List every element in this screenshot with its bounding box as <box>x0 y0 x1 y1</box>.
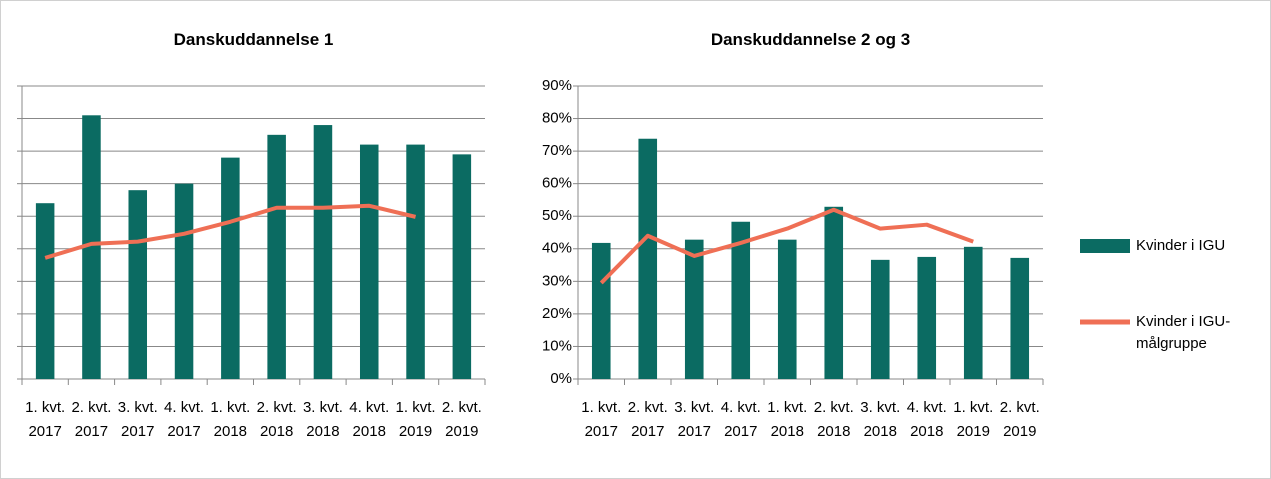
legend-entry: Kvinder i IGU <box>1136 237 1226 254</box>
y-tick-label: 50% <box>542 207 572 224</box>
chart-title: Danskuddannelse 1 <box>173 30 334 49</box>
bar <box>684 239 704 379</box>
x-tick-label: 2. kvt. 2017 <box>71 399 112 440</box>
x-tick-label: 1. kvt. 2019 <box>953 399 994 440</box>
bar <box>777 239 797 379</box>
bar <box>917 256 937 379</box>
y-tick-label: 30% <box>542 272 572 289</box>
x-tick-label: 3. kvt. 2017 <box>674 399 715 440</box>
bar <box>963 246 983 379</box>
bar <box>591 242 611 379</box>
bar <box>406 144 425 379</box>
x-tick-label: 4. kvt. 2017 <box>720 399 761 440</box>
x-tick-label: 3. kvt. 2017 <box>117 399 158 440</box>
bar <box>82 115 101 380</box>
x-tick-label: 4. kvt. 2018 <box>906 399 947 440</box>
y-tick-label: 40% <box>542 240 572 257</box>
x-tick-label: 4. kvt. 2018 <box>349 399 390 440</box>
x-tick-label: 1. kvt. 2017 <box>25 399 66 440</box>
bar <box>824 206 844 379</box>
x-tick-label: 2. kvt. 2018 <box>813 399 854 440</box>
bar <box>313 125 333 379</box>
y-tick-label: 0% <box>550 370 572 387</box>
bar <box>731 221 751 379</box>
bar <box>638 138 658 379</box>
y-tick-label: 20% <box>542 305 572 322</box>
chart-title: Danskuddannelse 2 og 3 <box>710 30 911 49</box>
x-tick-label: 4. kvt. 2017 <box>164 399 205 440</box>
x-tick-label: 1. kvt. 2019 <box>395 399 436 440</box>
bar <box>267 134 286 379</box>
legend-entry: Kvinder i IGU-målgruppe <box>1136 313 1231 352</box>
x-tick-label: 2. kvt. 2019 <box>999 399 1040 440</box>
y-tick-label: 10% <box>542 337 572 354</box>
y-tick-label: 70% <box>542 142 572 159</box>
bar <box>452 154 472 379</box>
y-tick-label: 80% <box>542 110 572 127</box>
legend-swatch <box>1080 239 1130 253</box>
x-tick-label: 2. kvt. 2017 <box>627 399 668 440</box>
line <box>44 203 417 260</box>
x-tick-label: 1. kvt. 2018 <box>767 399 808 440</box>
x-tick-label: 3. kvt. 2018 <box>302 399 343 440</box>
bar <box>221 157 240 379</box>
bar <box>35 203 55 379</box>
y-tick-label: 60% <box>542 175 572 192</box>
bar <box>1010 257 1030 379</box>
x-tick-label: 2. kvt. 2018 <box>256 399 297 440</box>
x-tick-label: 1. kvt. 2017 <box>581 399 622 440</box>
bar <box>128 190 148 379</box>
y-tick-label: 90% <box>542 77 572 94</box>
bar <box>870 259 890 379</box>
line <box>599 207 974 285</box>
bar <box>174 183 194 379</box>
x-tick-label: 3. kvt. 2018 <box>860 399 901 440</box>
x-tick-label: 1. kvt. 2018 <box>210 399 251 440</box>
bar <box>359 144 379 379</box>
x-tick-label: 2. kvt. 2019 <box>441 399 482 440</box>
